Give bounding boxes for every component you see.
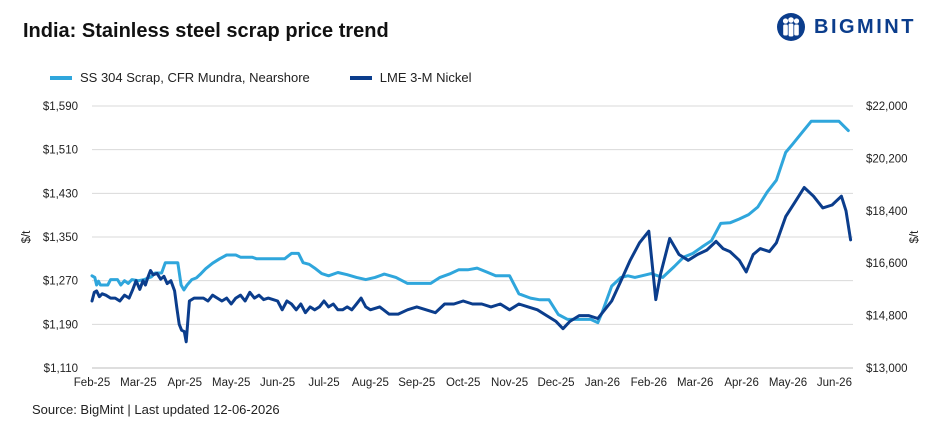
y-right-tick-label: $20,200 [866, 153, 908, 165]
legend-label-nickel: LME 3-M Nickel [379, 70, 472, 85]
x-tick-label: Apr-26 [724, 377, 759, 389]
source-note: Source: BigMint | Last updated 12-06-202… [32, 402, 280, 417]
chart-title: India: Stainless steel scrap price trend [23, 20, 389, 42]
brand-name: BIGMINT [814, 15, 916, 38]
series-line-ss304-scrap [90, 119, 850, 325]
y-left-tick-label: $1,350 [43, 232, 78, 244]
x-tick-label: Jun-26 [817, 377, 852, 389]
bigmint-people-logo-icon [777, 13, 805, 41]
x-tick-label: Mar-26 [677, 377, 713, 389]
x-tick-label: May-25 [212, 377, 250, 389]
y-right-tick-label: $13,000 [866, 363, 908, 375]
y-left-tick-label: $1,590 [43, 101, 78, 113]
y-right-tick-label: $18,400 [866, 206, 908, 218]
x-tick-label: Aug-25 [352, 377, 389, 389]
chart-legend: SS 304 Scrap, CFR Mundra, Nearshore LME … [50, 70, 512, 85]
y-left-tick-label: $1,270 [43, 276, 78, 288]
y-right-axis-label: $/t [909, 230, 921, 244]
x-tick-label: Sep-25 [398, 377, 435, 389]
x-tick-label: Jan-26 [585, 377, 620, 389]
legend-swatch-nickel [349, 75, 372, 80]
y-right-tick-label: $16,600 [866, 258, 908, 270]
x-tick-label: Jun-25 [260, 377, 295, 389]
x-tick-label: Oct-25 [446, 377, 481, 389]
x-tick-label: Nov-25 [491, 377, 528, 389]
x-tick-label: Feb-25 [74, 377, 110, 389]
x-tick-label: Feb-26 [631, 377, 667, 389]
legend-label-ss304: SS 304 Scrap, CFR Mundra, Nearshore [80, 70, 310, 85]
series-line-lme-nickel [90, 186, 853, 344]
x-tick-label: Apr-25 [168, 377, 203, 389]
y-left-tick-label: $1,430 [43, 188, 78, 200]
brand-logo: BIGMINT [776, 12, 916, 42]
x-tick-label: Mar-25 [120, 377, 156, 389]
legend-item-ss304: SS 304 Scrap, CFR Mundra, Nearshore [50, 70, 310, 85]
y-right-tick-label: $22,000 [866, 101, 908, 113]
x-tick-label: Dec-25 [537, 377, 574, 389]
x-tick-label: May-26 [769, 377, 807, 389]
legend-item-nickel: LME 3-M Nickel [349, 70, 472, 85]
legend-swatch-ss304 [50, 75, 72, 80]
x-tick-label: Jul-25 [308, 377, 339, 389]
y-left-tick-label: $1,190 [43, 319, 78, 331]
y-left-tick-label: $1,110 [44, 363, 78, 375]
y-left-tick-label: $1,510 [43, 145, 78, 157]
y-right-tick-label: $14,800 [866, 311, 908, 323]
y-left-axis-label: $/t [21, 230, 33, 244]
